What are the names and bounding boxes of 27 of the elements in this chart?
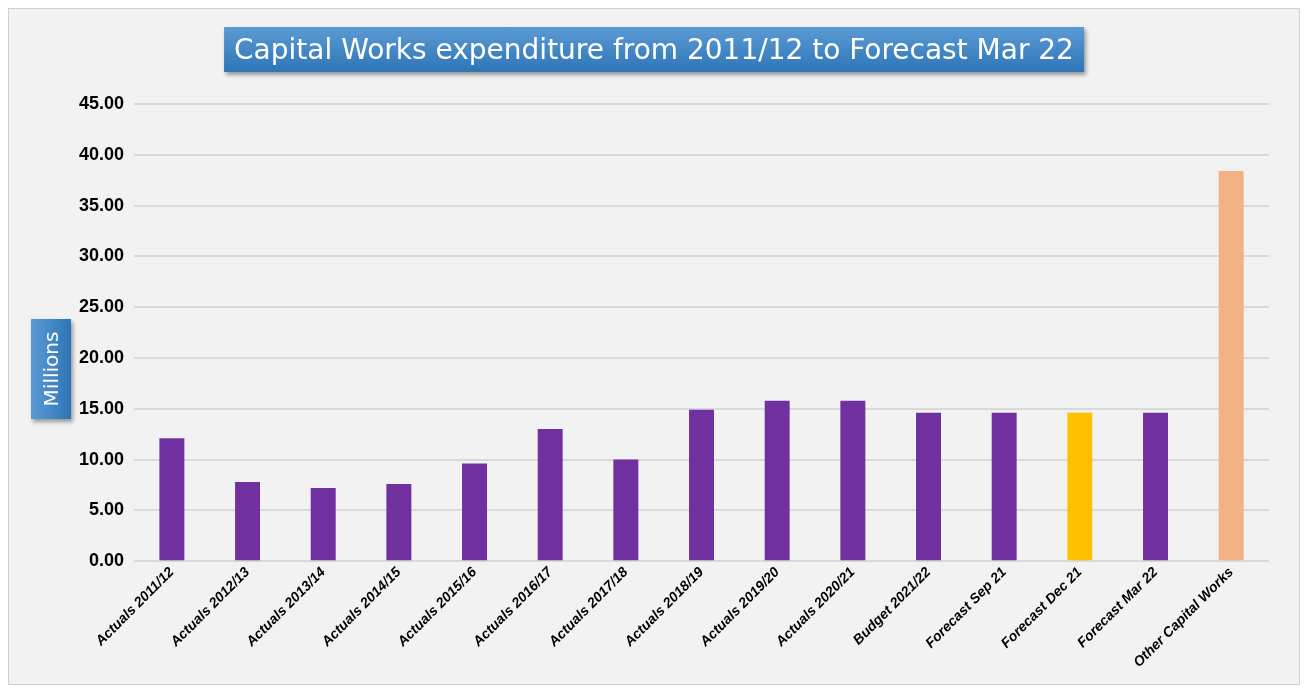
- y-tick-label: 20.00: [79, 346, 125, 367]
- chart-title: Capital Works expenditure from 2011/12 to Forecast Mar 22: [224, 27, 1084, 72]
- bar: [613, 459, 639, 561]
- bar: [1143, 412, 1168, 561]
- bar: [689, 409, 715, 561]
- bar: [1218, 171, 1244, 561]
- y-tick-label: 0.00: [89, 550, 125, 571]
- y-tick-label: 10.00: [79, 448, 125, 469]
- bar: [462, 463, 488, 561]
- bar: [840, 400, 866, 561]
- bar: [764, 400, 790, 561]
- y-tick-label: 5.00: [89, 499, 125, 520]
- y-tick-label: 40.00: [79, 143, 125, 164]
- y-tick-label: 25.00: [79, 296, 125, 317]
- y-axis-title: Millions: [39, 331, 64, 407]
- bar: [537, 429, 563, 561]
- bar: [235, 481, 261, 561]
- bar: [991, 412, 1017, 561]
- bar: [386, 483, 412, 561]
- y-tick-label: 15.00: [79, 397, 125, 418]
- y-tick-label: 45.00: [79, 92, 125, 113]
- y-tick-label: 35.00: [79, 194, 125, 215]
- bar: [916, 412, 941, 561]
- bar: [159, 438, 185, 561]
- bar: [1067, 412, 1093, 561]
- bar: [310, 488, 336, 561]
- y-tick-label: 30.00: [79, 245, 125, 266]
